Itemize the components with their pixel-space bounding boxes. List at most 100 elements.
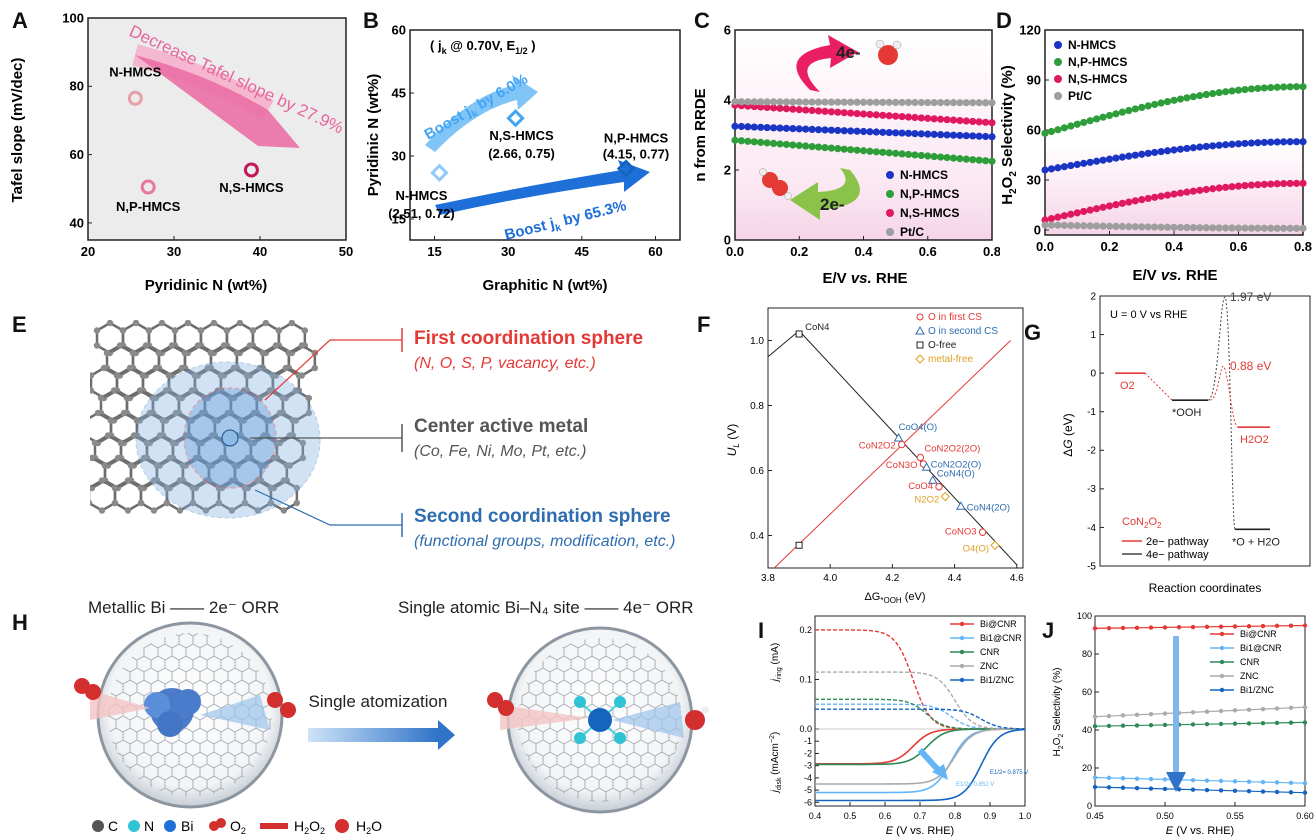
series-point (924, 114, 932, 122)
series-point (937, 153, 945, 161)
carbon-atom (150, 477, 158, 484)
series-point (1073, 120, 1081, 128)
series-point (821, 98, 829, 106)
series-point (866, 110, 874, 119)
series-point (1118, 199, 1126, 207)
carbon-atom (246, 342, 254, 349)
carbon-atom (140, 454, 148, 462)
series-point (1254, 224, 1262, 232)
legend-marker (1054, 75, 1062, 83)
chart-c-ylabel: n from RRDE (692, 88, 709, 181)
chart-b-xlabel: Graphitic N (wt%) (482, 277, 607, 294)
series-point (1292, 138, 1301, 146)
x-tick-label: 0.2 (1100, 239, 1118, 254)
carbon-atom (181, 349, 189, 357)
carbon-atom (253, 394, 261, 402)
series-point (988, 157, 996, 165)
y-tick-label: 60 (70, 147, 84, 162)
disk-curve (815, 728, 1026, 766)
chart-a-arrow-head (135, 55, 300, 148)
carbon-atom (124, 507, 132, 514)
carbon-atom (220, 342, 228, 349)
series-point (1157, 99, 1165, 107)
series-point (789, 125, 797, 133)
series-point (1202, 224, 1210, 232)
series-point (1047, 127, 1056, 136)
chart-f-ylabel: UL (V) (725, 424, 741, 456)
series-point (840, 98, 848, 106)
series-point (782, 105, 790, 113)
legend-label: N-HMCS (1068, 38, 1116, 52)
series-point (827, 108, 835, 116)
series-point (847, 98, 855, 106)
x-tick-label: 0.9 (984, 811, 997, 821)
legend-label: N,S-HMCS (1068, 72, 1127, 86)
chart-a-plot-bg (88, 18, 346, 240)
series-point (859, 147, 868, 155)
legend-label: O in first CS (928, 312, 982, 323)
series-point (1176, 145, 1185, 153)
carbon-atom (243, 372, 251, 379)
series-point (1183, 144, 1191, 153)
series-point (911, 113, 919, 122)
carbon-atom (166, 454, 174, 462)
carbon-atom (282, 364, 290, 372)
series-point (1286, 224, 1294, 232)
series-point (904, 113, 913, 121)
series-point (1254, 139, 1262, 147)
series-point (981, 157, 990, 165)
series-point (1118, 222, 1126, 231)
carbon-atom (114, 454, 122, 462)
center-metal-title: Center active metal (414, 416, 589, 437)
second-sphere-subtitle: (functional groups, modification, etc.) (414, 533, 676, 550)
n-atom-icon (574, 732, 586, 744)
carbon-atom (305, 409, 313, 417)
series-point (769, 104, 778, 112)
series-point (853, 98, 861, 106)
y-tick-label: 45 (392, 85, 406, 100)
series-point (975, 132, 983, 140)
series-point (917, 130, 925, 138)
series-point (1299, 179, 1307, 187)
carbon-atom (267, 499, 275, 507)
y-tick-label: 2 (1090, 291, 1096, 302)
disk-curve (815, 728, 1026, 785)
h2o-outflow-beam (612, 702, 684, 738)
path-connector (1144, 372, 1173, 401)
chart-a-ylabel: Tafel slope (mV/dec) (9, 58, 26, 203)
carbon-atom (256, 364, 264, 372)
y-tick-label: -5 (804, 785, 812, 795)
series-point (885, 149, 893, 157)
carbon-atom (279, 394, 287, 402)
series-point (1234, 140, 1243, 148)
h2o2-molecule-icon (267, 692, 283, 708)
carbon-atom (241, 484, 249, 492)
series-point (1105, 111, 1114, 120)
legend-label: CNR (1240, 657, 1260, 667)
series-point (757, 103, 765, 111)
y-tick-label: -2 (1087, 446, 1096, 457)
series-point (969, 156, 977, 164)
series-point (1041, 129, 1049, 137)
series-point (1131, 105, 1139, 113)
water-molecule-icon (878, 45, 898, 65)
point-label: CoN4 (805, 322, 829, 333)
series-point (1073, 209, 1081, 217)
carbon-atom (185, 417, 193, 424)
series-point (1302, 781, 1308, 786)
carbon-atom (90, 484, 93, 492)
carbon-atom (215, 484, 223, 492)
x-tick-label: 0.55 (1226, 811, 1244, 821)
series-point (981, 118, 990, 126)
series-line (1094, 721, 1306, 727)
series-point (956, 155, 964, 163)
series-point (1241, 224, 1249, 232)
series-point (1080, 207, 1088, 216)
h2o2-legend-icon (260, 823, 288, 829)
series-point (1144, 149, 1152, 157)
chart-j-arrow-head (1166, 772, 1186, 792)
legend-marker (959, 649, 965, 655)
series-point (814, 107, 823, 115)
series-point (911, 130, 919, 138)
